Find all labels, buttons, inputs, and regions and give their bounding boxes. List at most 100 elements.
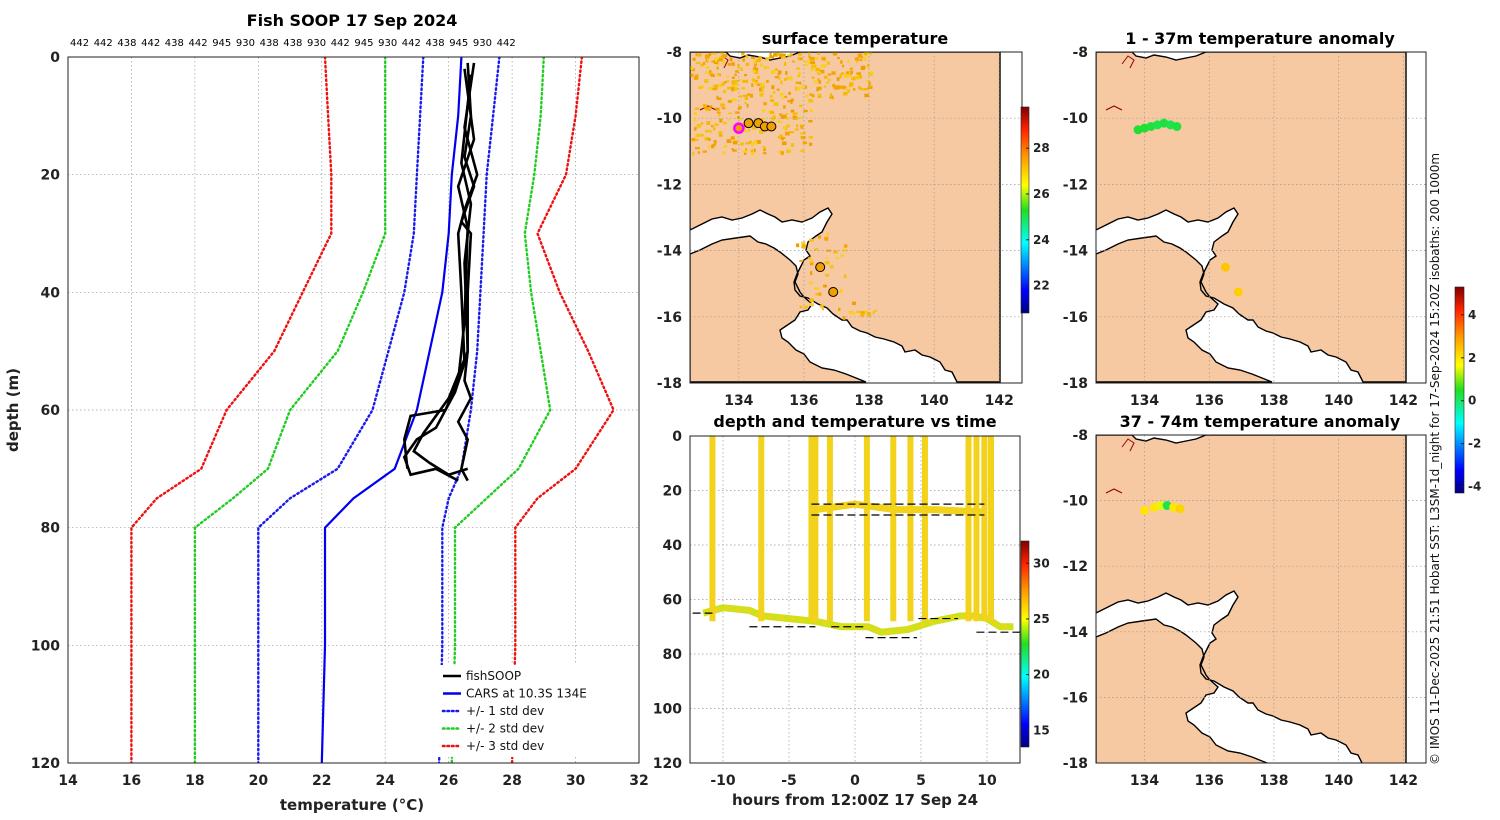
sst-cell — [704, 106, 709, 110]
sst-cell — [712, 87, 718, 91]
sst-cell — [782, 53, 786, 56]
sst-cell — [788, 91, 791, 95]
sst-cell — [737, 64, 740, 68]
sst-cell — [761, 89, 764, 93]
sst-cell — [744, 74, 747, 77]
anomaly-point — [1172, 121, 1182, 131]
top-label: 930 — [473, 38, 492, 49]
anomaly-point — [1156, 501, 1166, 511]
sst-cell — [840, 254, 845, 257]
sst-cell — [809, 56, 815, 61]
sst-cell — [868, 71, 874, 75]
x-tick-label: 138 — [854, 393, 883, 409]
sst-cell — [737, 116, 740, 120]
sst-cell — [731, 76, 735, 79]
sst-cell — [721, 107, 726, 110]
y-tick-label: -16 — [1063, 310, 1088, 326]
sst-cell — [790, 109, 795, 113]
sst-cell — [759, 92, 764, 97]
sst-cell — [823, 75, 828, 79]
sst-cell — [867, 85, 873, 89]
sst-cell — [869, 52, 872, 56]
sst-cell — [707, 145, 711, 149]
sst-cell — [745, 79, 748, 83]
sst-cell — [706, 58, 709, 62]
sst-cell — [719, 132, 723, 137]
sst-cell — [845, 71, 849, 74]
x-tick-label: 138 — [1259, 393, 1288, 409]
sst-cell — [692, 57, 696, 61]
sst-cell — [814, 287, 819, 290]
sst-cell — [737, 107, 741, 110]
sst-cell — [783, 105, 786, 109]
y-tick-label: -18 — [657, 376, 682, 392]
x-tick-label: 30 — [566, 773, 586, 789]
sst-cell — [712, 52, 717, 55]
sst-cell — [717, 83, 722, 88]
y-tick-label: 100 — [31, 638, 60, 654]
sst-cell — [796, 243, 800, 248]
profile-title: Fish SOOP 17 Sep 2024 — [247, 11, 458, 30]
sst-cell — [810, 271, 813, 276]
sst-cell — [759, 87, 762, 92]
sst-cell — [770, 69, 776, 74]
sst-cell — [787, 76, 793, 81]
sst-cell — [776, 119, 780, 123]
top-label: 930 — [236, 38, 255, 49]
sst-cell — [810, 68, 815, 72]
sst-cell — [811, 93, 815, 98]
sst-cell — [690, 66, 694, 70]
sst-cell — [839, 74, 842, 79]
sst-cell — [705, 70, 708, 74]
sst-cell — [720, 103, 725, 107]
timeplot-body — [692, 436, 1020, 639]
sst-cell — [856, 310, 861, 313]
sst-cell — [702, 150, 707, 153]
sst-cell — [792, 60, 795, 63]
y-tick-label: 20 — [663, 484, 683, 500]
sst-cell — [751, 69, 756, 73]
sst-cell — [849, 70, 853, 75]
sst-cell — [746, 104, 749, 108]
sst-cell — [745, 148, 748, 152]
y-tick-label: 60 — [41, 403, 61, 419]
sst-cell — [798, 53, 802, 56]
colorbar-tick-label: 0 — [1468, 394, 1476, 408]
y-tick-label: 0 — [672, 429, 682, 445]
sst-cell — [826, 232, 829, 236]
sst-cell — [704, 137, 710, 141]
sst-cell — [763, 147, 766, 151]
sst-cell — [718, 131, 722, 135]
series--2-std — [193, 57, 387, 763]
sst-cell — [810, 64, 814, 69]
sst-map-panel: surface temperature 134 136 138 140 142 -8 -10… — [657, 29, 1050, 409]
sst-cell — [696, 133, 700, 138]
legend-label: +/- 1 std dev — [466, 704, 544, 718]
sst-cell — [824, 236, 829, 241]
sst-cell — [837, 57, 840, 60]
x-tick-label: 136 — [1195, 773, 1224, 789]
sst-cell — [778, 150, 782, 153]
sst-cell — [742, 79, 746, 83]
x-tick-label: 142 — [1389, 773, 1418, 789]
x-tick-label: 28 — [502, 773, 521, 789]
sst-cell — [709, 105, 713, 108]
y-tick-label: -10 — [657, 111, 683, 127]
sst-cell — [742, 150, 748, 153]
sst-cell — [718, 58, 724, 62]
sst-cell — [734, 81, 738, 86]
sst-cell — [778, 70, 782, 75]
sst-cell — [849, 311, 854, 315]
x-tick-label: 26 — [439, 773, 458, 789]
sst-cell — [805, 94, 809, 98]
sst-cell — [776, 88, 780, 91]
sst-cell — [778, 77, 781, 80]
timeplot-colorbar — [1020, 540, 1030, 748]
sst-cell — [835, 257, 840, 260]
sst-cell — [867, 63, 870, 68]
y-tick-label: -12 — [1063, 177, 1088, 193]
top-label: 945 — [449, 38, 468, 49]
colorbar-tick-label: 20 — [1033, 668, 1050, 682]
sst-cell — [829, 93, 833, 97]
